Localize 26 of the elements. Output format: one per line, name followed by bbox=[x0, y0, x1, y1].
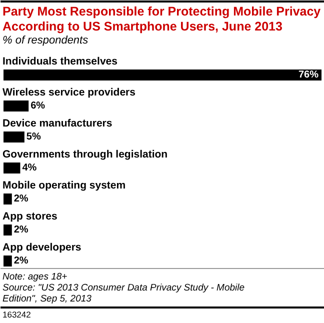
data-label: 2% bbox=[14, 194, 28, 204]
bar bbox=[4, 70, 322, 80]
data-label: 76% bbox=[298, 70, 319, 80]
data-label: 6% bbox=[30, 100, 46, 112]
bar bbox=[4, 256, 12, 266]
bar bbox=[4, 100, 29, 112]
bar bbox=[4, 132, 24, 142]
y-tick-label: Wireless service providers bbox=[2, 86, 136, 98]
y-tick-label: App developers bbox=[2, 242, 82, 254]
text: Note: ages 18+ bbox=[2, 272, 68, 282]
bar bbox=[4, 194, 12, 204]
chart-subtitle: % of respondents bbox=[2, 34, 89, 46]
bar bbox=[4, 224, 12, 236]
y-tick-label: App stores bbox=[2, 210, 58, 222]
text: 163242 bbox=[2, 310, 32, 320]
data-label: 4% bbox=[22, 162, 37, 174]
data-label: 2% bbox=[14, 256, 28, 266]
chart-title: Party Most Responsible for Protecting Mobile Privacy According to US Smartphone Users, June 2013 bbox=[2, 4, 321, 34]
y-tick-label: Device manufacturers bbox=[2, 118, 112, 130]
bar bbox=[4, 162, 20, 174]
data-label: 5% bbox=[26, 132, 41, 142]
y-tick-label: Governments through legislation bbox=[2, 148, 168, 160]
y-tick-label: Individuals themselves bbox=[2, 56, 118, 68]
source-note: Source: "US 2013 Consumer Data Privacy Study - Mobile Edition", Sep 5, 2013 bbox=[2, 282, 245, 304]
y-tick-label: Mobile operating system bbox=[2, 180, 126, 192]
data-label: 2% bbox=[14, 224, 28, 236]
